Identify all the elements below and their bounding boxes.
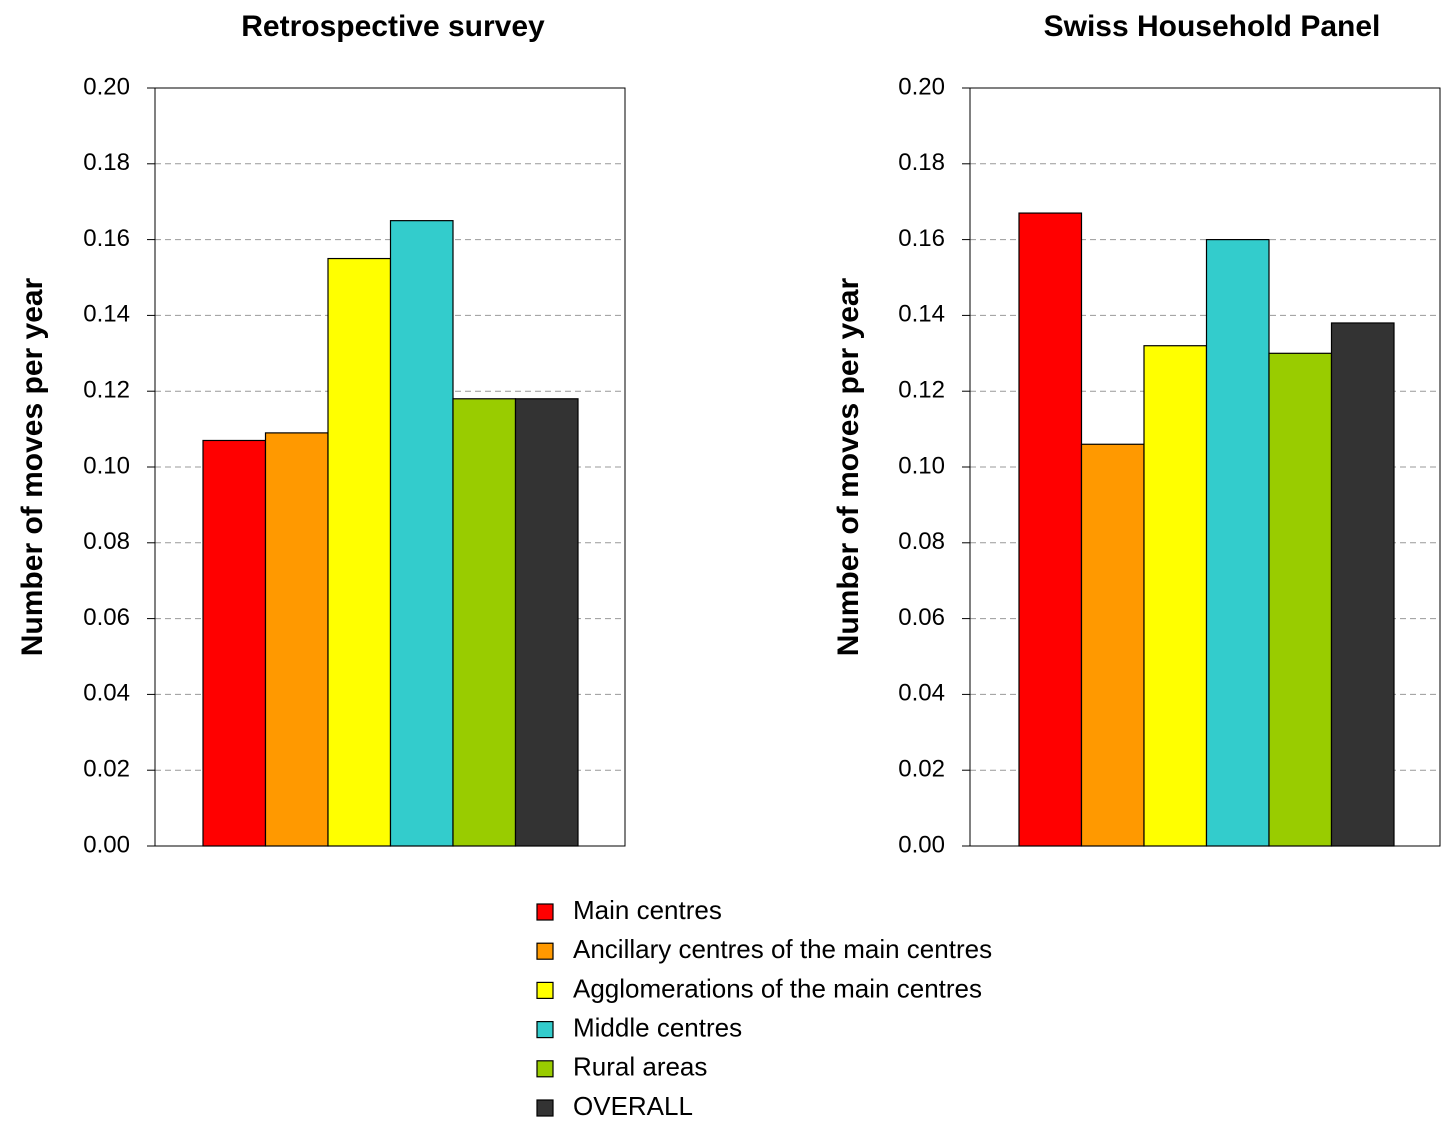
bar [1080, 443, 1145, 847]
chart-title: Swiss Household Panel [1044, 10, 1381, 43]
y-tick-label: 0.10 [898, 452, 945, 479]
y-tick-label: 0.06 [83, 604, 130, 631]
y-tick-label: 0.16 [898, 225, 945, 252]
plot-border [969, 87, 1441, 847]
legend-swatch [536, 1099, 554, 1117]
y-tick-label: 0.02 [83, 756, 130, 783]
y-tick-label: 0.08 [898, 528, 945, 555]
chart-title: Retrospective survey [241, 10, 545, 43]
y-tick-label: 0.14 [83, 301, 130, 328]
bar [452, 398, 517, 847]
y-axis-label: Number of moves per year [832, 277, 865, 656]
bar [389, 220, 454, 847]
legend-label: Ancillary centres of the main centres [573, 934, 992, 964]
legend-label: Main centres [573, 895, 722, 925]
y-tick-label: 0.08 [83, 528, 130, 555]
bar [202, 439, 267, 847]
bar [514, 398, 579, 847]
legend-swatch [536, 1060, 554, 1078]
y-tick-label: 0.18 [83, 149, 130, 176]
y-tick-label: 0.12 [83, 377, 130, 404]
y-tick-label: 0.12 [898, 377, 945, 404]
bar [1268, 352, 1333, 847]
y-tick-label: 0.02 [898, 756, 945, 783]
y-tick-label: 0.14 [898, 301, 945, 328]
y-tick-label: 0.16 [83, 225, 130, 252]
legend-label: Rural areas [573, 1052, 707, 1082]
bar [327, 257, 392, 847]
y-tick-label: 0.00 [83, 831, 130, 858]
bar [1205, 239, 1270, 847]
bar [1330, 322, 1395, 847]
legend-swatch [536, 903, 554, 921]
bar [1018, 212, 1083, 847]
legend-label: OVERALL [573, 1091, 693, 1121]
y-tick-label: 0.04 [898, 680, 945, 707]
legend-label: Agglomerations of the main centres [573, 973, 982, 1003]
y-tick-label: 0.18 [898, 149, 945, 176]
legend-swatch [536, 1020, 554, 1039]
legend-swatch [536, 942, 554, 960]
y-tick-label: 0.20 [898, 73, 945, 100]
y-tick-label: 0.04 [83, 680, 130, 707]
bar [1143, 345, 1208, 847]
legend-label: Middle centres [573, 1012, 742, 1042]
bar [264, 432, 329, 847]
y-tick-label: 0.10 [83, 452, 130, 479]
y-tick-label: 0.00 [898, 831, 945, 858]
y-axis-label: Number of moves per year [16, 277, 49, 656]
y-tick-label: 0.06 [898, 604, 945, 631]
y-tick-label: 0.20 [83, 73, 130, 100]
plot-border [154, 87, 626, 847]
legend-swatch [536, 981, 554, 1000]
